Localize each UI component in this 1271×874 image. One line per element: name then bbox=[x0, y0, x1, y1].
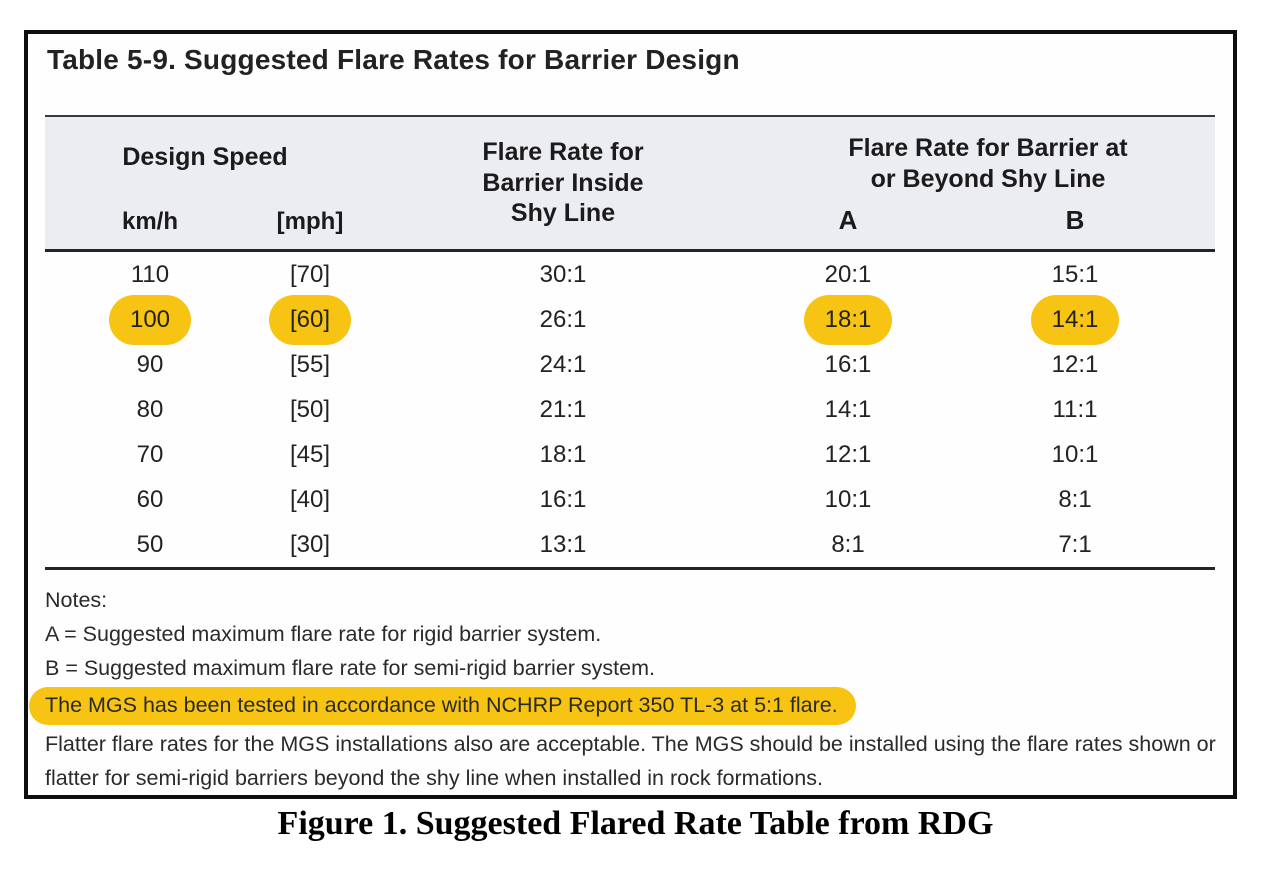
table-row: 110 [70] 30:1 20:1 15:1 bbox=[45, 252, 1215, 297]
figure-frame: Table 5-9. Suggested Flare Rates for Bar… bbox=[24, 30, 1237, 799]
table-title: Table 5-9. Suggested Flare Rates for Bar… bbox=[47, 44, 740, 75]
cell-b: 11:1 bbox=[935, 396, 1215, 424]
value: 60 bbox=[136, 485, 164, 513]
cell-inside: 13:1 bbox=[365, 531, 761, 559]
cell-inside: 24:1 bbox=[365, 351, 761, 379]
note-highlighted-wrap: The MGS has been tested in accordance wi… bbox=[29, 687, 1225, 725]
value: [30] bbox=[289, 530, 331, 558]
cell-mph: [60] bbox=[255, 294, 365, 345]
value: [55] bbox=[289, 350, 331, 378]
cell-kmh: 60 bbox=[45, 486, 255, 514]
value: 16:1 bbox=[824, 350, 872, 378]
value: [70] bbox=[289, 260, 331, 288]
value: 90 bbox=[136, 350, 164, 378]
value: 26:1 bbox=[539, 305, 587, 333]
table-header: Design Speed Flare Rate for Barrier Insi… bbox=[45, 115, 1215, 252]
cell-a: 8:1 bbox=[761, 531, 935, 559]
value: 30:1 bbox=[539, 260, 587, 288]
cell-mph: [55] bbox=[255, 351, 365, 379]
highlighted-value: 18:1 bbox=[803, 294, 893, 345]
header-design-speed: Design Speed bbox=[122, 143, 288, 171]
header-beyond-shy-line: Flare Rate for Barrier at or Beyond Shy … bbox=[848, 134, 1128, 193]
header-inside-shy-line: Flare Rate for Barrier Inside Shy Line bbox=[482, 138, 644, 228]
notes-block: Notes: A = Suggested maximum flare rate … bbox=[29, 583, 1225, 795]
value: 24:1 bbox=[539, 350, 587, 378]
table-row: 80 [50] 21:1 14:1 11:1 bbox=[45, 387, 1215, 432]
cell-mph: [30] bbox=[255, 531, 365, 559]
value: 7:1 bbox=[1058, 530, 1092, 558]
value: 12:1 bbox=[1051, 350, 1099, 378]
note-highlighted: The MGS has been tested in accordance wi… bbox=[29, 687, 856, 725]
cell-kmh: 90 bbox=[45, 351, 255, 379]
cell-a: 14:1 bbox=[761, 396, 935, 424]
highlighted-value: 14:1 bbox=[1030, 294, 1120, 345]
highlighted-value: [60] bbox=[268, 294, 352, 345]
cell-a: 16:1 bbox=[761, 351, 935, 379]
table-row: 70 [45] 18:1 12:1 10:1 bbox=[45, 432, 1215, 477]
table-body: 110 [70] 30:1 20:1 15:1 100 [60] 26:1 18:1 14:1 90… bbox=[45, 252, 1215, 570]
note-b: B = Suggested maximum flare rate for sem… bbox=[45, 656, 655, 680]
cell-inside: 30:1 bbox=[365, 261, 761, 289]
notes-label: Notes: bbox=[45, 588, 108, 612]
cell-b: 10:1 bbox=[935, 441, 1215, 469]
table-row: 50 [30] 13:1 8:1 7:1 bbox=[45, 522, 1215, 567]
cell-mph: [70] bbox=[255, 261, 365, 289]
value: 14:1 bbox=[824, 395, 872, 423]
header-column-a: A bbox=[838, 205, 858, 235]
value: 12:1 bbox=[824, 440, 872, 468]
cell-a: 10:1 bbox=[761, 486, 935, 514]
table-row: 60 [40] 16:1 10:1 8:1 bbox=[45, 477, 1215, 522]
cell-inside: 26:1 bbox=[365, 306, 761, 334]
value: [45] bbox=[289, 440, 331, 468]
table-row: 100 [60] 26:1 18:1 14:1 bbox=[45, 294, 1215, 345]
table-row: 90 [55] 24:1 16:1 12:1 bbox=[45, 342, 1215, 387]
cell-kmh: 80 bbox=[45, 396, 255, 424]
cell-b: 15:1 bbox=[935, 261, 1215, 289]
note-flatter: Flatter flare rates for the MGS installa… bbox=[45, 732, 1216, 790]
header-mph: [mph] bbox=[276, 208, 344, 235]
cell-a: 20:1 bbox=[761, 261, 935, 289]
cell-kmh: 70 bbox=[45, 441, 255, 469]
cell-inside: 16:1 bbox=[365, 486, 761, 514]
flare-rate-table: Design Speed Flare Rate for Barrier Insi… bbox=[45, 115, 1215, 570]
cell-b: 8:1 bbox=[935, 486, 1215, 514]
value: 10:1 bbox=[824, 485, 872, 513]
cell-b: 12:1 bbox=[935, 351, 1215, 379]
value: 21:1 bbox=[539, 395, 587, 423]
header-column-b: B bbox=[1065, 205, 1085, 235]
value: 11:1 bbox=[1052, 395, 1098, 423]
cell-mph: [50] bbox=[255, 396, 365, 424]
value: [40] bbox=[289, 485, 331, 513]
cell-kmh: 110 bbox=[45, 261, 255, 289]
value: 8:1 bbox=[831, 530, 865, 558]
value: 13:1 bbox=[539, 530, 587, 558]
cell-kmh: 100 bbox=[45, 294, 255, 345]
value: 20:1 bbox=[824, 260, 872, 288]
figure-caption: Figure 1. Suggested Flared Rate Table fr… bbox=[277, 805, 994, 842]
value: 50 bbox=[136, 530, 164, 558]
value: 18:1 bbox=[539, 440, 587, 468]
cell-b: 14:1 bbox=[935, 294, 1215, 345]
cell-mph: [40] bbox=[255, 486, 365, 514]
note-a: A = Suggested maximum flare rate for rig… bbox=[45, 622, 602, 646]
cell-a: 12:1 bbox=[761, 441, 935, 469]
value: 70 bbox=[136, 440, 164, 468]
value: 10:1 bbox=[1051, 440, 1099, 468]
value: [50] bbox=[289, 395, 331, 423]
cell-inside: 21:1 bbox=[365, 396, 761, 424]
cell-b: 7:1 bbox=[935, 531, 1215, 559]
highlighted-value: 100 bbox=[108, 294, 192, 345]
cell-inside: 18:1 bbox=[365, 441, 761, 469]
value: 80 bbox=[136, 395, 164, 423]
value: 8:1 bbox=[1058, 485, 1092, 513]
value: 110 bbox=[130, 260, 170, 288]
header-kmh: km/h bbox=[121, 208, 178, 235]
value: 15:1 bbox=[1051, 260, 1099, 288]
cell-kmh: 50 bbox=[45, 531, 255, 559]
cell-mph: [45] bbox=[255, 441, 365, 469]
value: 16:1 bbox=[539, 485, 587, 513]
cell-a: 18:1 bbox=[761, 294, 935, 345]
